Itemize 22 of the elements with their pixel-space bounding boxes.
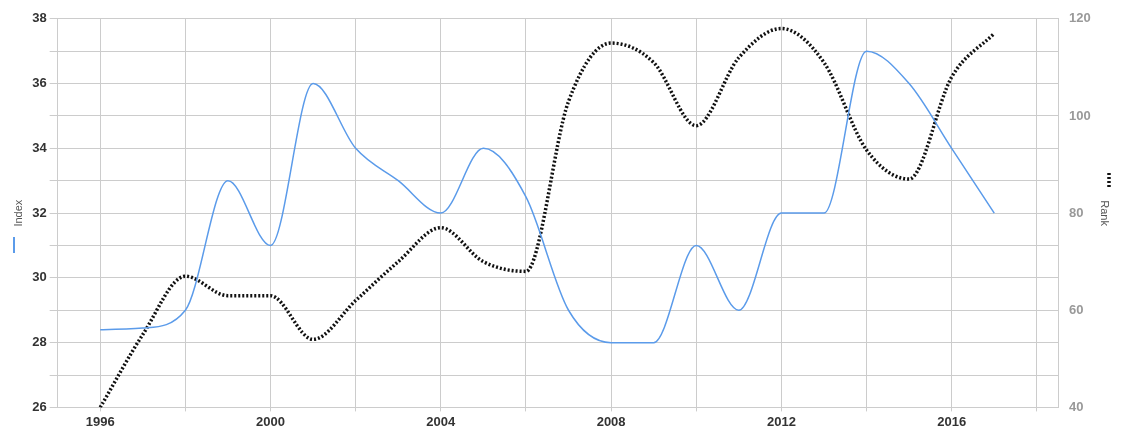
y-tick-label: 38 [32, 10, 47, 26]
y2-tick-label: 80 [1069, 204, 1084, 220]
x-tick-label: 2008 [596, 413, 626, 429]
y-axis-title: Index [11, 199, 24, 227]
y2-tick-label: 60 [1069, 301, 1084, 317]
x-tick-label: 2012 [766, 413, 796, 429]
y-tick-label: 26 [32, 398, 47, 414]
x-tick-label: 2000 [256, 413, 285, 429]
y2-tick-label: 40 [1069, 398, 1084, 414]
y-tick-label: 34 [32, 139, 48, 155]
x-tick-label: 1996 [85, 413, 115, 429]
y-tick-label: 30 [32, 269, 47, 285]
y2-tick-label: 120 [1069, 10, 1091, 26]
y-tick-label: 32 [32, 204, 47, 220]
line-series [99, 50, 995, 344]
y-tick-label: 28 [32, 334, 47, 350]
y-tick-label: 36 [32, 75, 47, 91]
x-tick-label: 2016 [937, 413, 967, 429]
line-series [98, 26, 996, 408]
x-tick-label: 2004 [426, 413, 457, 429]
y2-axis-title: Rank [1099, 200, 1112, 227]
y2-tick-label: 100 [1069, 107, 1091, 123]
